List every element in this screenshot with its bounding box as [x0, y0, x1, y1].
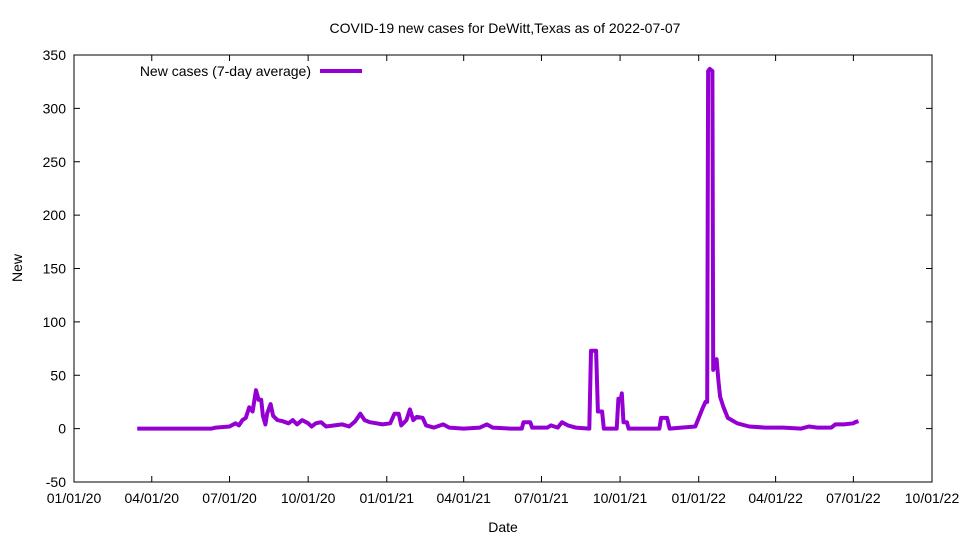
x-tick-label: 07/01/20 — [202, 490, 257, 506]
x-tick-label: 01/01/21 — [360, 490, 415, 506]
y-tick-label: 200 — [43, 207, 67, 223]
y-tick-label: 350 — [43, 47, 67, 63]
y-tick-label: -50 — [46, 474, 66, 490]
y-tick-label: 300 — [43, 100, 67, 116]
y-tick-label: 50 — [50, 367, 66, 383]
x-tick-label: 10/01/22 — [905, 490, 960, 506]
y-tick-label: 250 — [43, 154, 67, 170]
legend: New cases (7-day average) — [140, 63, 362, 79]
x-tick-label: 07/01/22 — [826, 490, 881, 506]
x-axis-label: Date — [488, 519, 518, 535]
x-tick-label: 07/01/21 — [514, 490, 569, 506]
legend-label: New cases (7-day average) — [140, 63, 311, 79]
y-axis: -50 0 50 100 150 200 250 300 350 — [43, 47, 932, 490]
x-tick-label: 01/01/20 — [47, 490, 102, 506]
chart-title: COVID-19 new cases for DeWitt,Texas as o… — [330, 20, 681, 36]
y-tick-label: 100 — [43, 314, 67, 330]
y-tick-label: 150 — [43, 261, 67, 277]
series-layer — [137, 66, 860, 431]
plot-border — [73, 54, 933, 483]
x-tick-label: 04/01/22 — [748, 490, 803, 506]
x-tick-label: 04/01/20 — [125, 490, 180, 506]
y-tick-label: 0 — [58, 421, 66, 437]
series-line — [137, 66, 860, 431]
x-tick-label: 04/01/21 — [436, 490, 491, 506]
x-axis: 01/01/20 04/01/20 07/01/20 10/01/20 01/01/21… — [47, 55, 960, 506]
x-tick-label: 01/01/22 — [671, 490, 726, 506]
y-axis-label: New — [9, 253, 25, 282]
x-tick-label: 10/01/20 — [281, 490, 336, 506]
x-tick-label: 10/01/21 — [593, 490, 648, 506]
